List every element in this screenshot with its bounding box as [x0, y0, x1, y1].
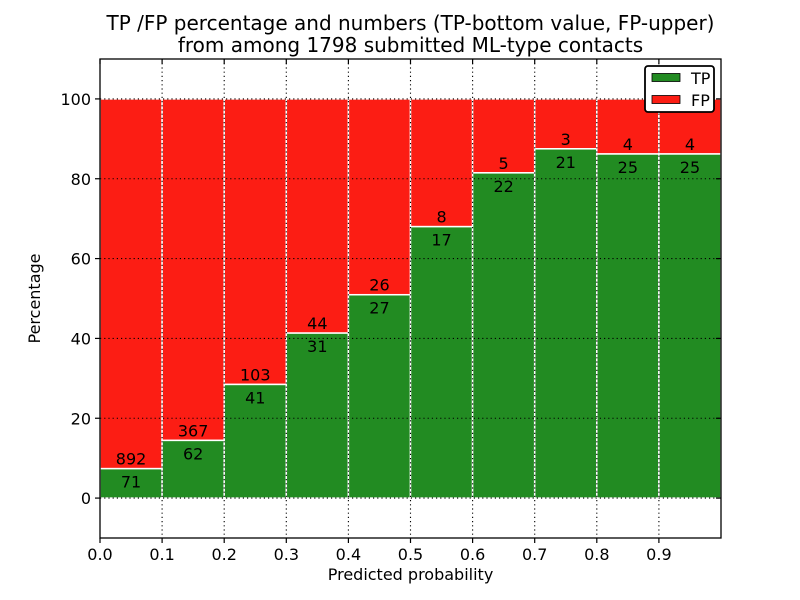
x-tick-label: 0.4: [336, 545, 361, 564]
legend: TP FP: [644, 65, 715, 113]
x-tick-label: 0.8: [584, 545, 609, 564]
fp-bar-segment: [223, 98, 288, 386]
y-tick-label: 100: [60, 90, 91, 109]
tp-count-label: 17: [431, 231, 451, 250]
tp-bar-segment: [471, 172, 536, 499]
tp-count-label: 25: [680, 158, 700, 177]
tp-bar-segment: [347, 293, 412, 499]
fp-count-label: 5: [499, 154, 509, 173]
y-tick-label: 20: [71, 409, 91, 428]
tp-count-label: 22: [493, 177, 513, 196]
fp-bar-segment: [99, 98, 163, 470]
x-tick-label: 0.7: [522, 545, 547, 564]
fp-bar-segment: [533, 98, 598, 150]
x-tick-label: 0.9: [646, 545, 671, 564]
x-tick-labels-group: 0.0 0.1 0.2 0.3 0.4 0.5 0.6 0.7 0.8 0.9: [87, 545, 671, 564]
chart-title-group: TP /FP percentage and numbers (TP-bottom…: [106, 11, 715, 57]
fp-count-label: 4: [685, 135, 695, 154]
tp-count-label: 31: [307, 337, 327, 356]
tp-count-label: 25: [618, 158, 638, 177]
fp-count-label: 3: [561, 130, 571, 149]
x-tick-label: 0.6: [460, 545, 485, 564]
tp-bar-segment: [658, 153, 722, 499]
y-tick-label: 0: [81, 489, 91, 508]
y-tick-label: 60: [71, 250, 91, 269]
tp-bar-segment: [533, 148, 598, 499]
x-tick-label: 0.3: [274, 545, 299, 564]
bar-labels-group: 892 71 367 62 103 41 44 31 26 27 8 17 5 22 3 21 4 25 4 25: [116, 130, 700, 492]
tp-bar-segment: [223, 383, 288, 499]
fp-count-label: 103: [240, 365, 271, 384]
ticks-group: [95, 59, 721, 543]
tp-bar-segment: [596, 153, 660, 499]
tp-bar-segment: [285, 332, 350, 499]
y-tick-label: 40: [71, 329, 91, 348]
fp-count-label: 892: [116, 450, 147, 469]
fp-bar-segment: [285, 98, 350, 334]
x-axis-label: Predicted probability: [328, 565, 494, 584]
fp-count-label: 8: [436, 208, 446, 227]
tp-count-label: 62: [183, 444, 203, 463]
tp-bar-segment: [409, 225, 474, 499]
legend-label-fp: FP: [691, 91, 710, 110]
fp-count-label: 26: [369, 276, 389, 295]
x-tick-label: 0.1: [149, 545, 174, 564]
x-tick-label: 0.2: [211, 545, 236, 564]
x-tick-label: 0.0: [87, 545, 112, 564]
y-axis-label: Percentage: [25, 253, 44, 343]
y-tick-label: 80: [71, 170, 91, 189]
legend-swatch-fp: [651, 95, 681, 104]
tp-count-label: 27: [369, 299, 389, 318]
fp-count-label: 4: [623, 135, 633, 154]
fp-count-label: 367: [178, 421, 209, 440]
fp-bar-segment: [347, 98, 412, 296]
chart-title-line1: TP /FP percentage and numbers (TP-bottom…: [106, 11, 715, 35]
x-tick-label: 0.5: [398, 545, 423, 564]
y-tick-labels-group: 0 20 40 60 80 100: [60, 90, 91, 508]
fp-count-label: 44: [307, 314, 327, 333]
tp-bar-segment: [99, 467, 163, 499]
tp-count-label: 41: [245, 388, 265, 407]
legend-swatch-tp: [651, 73, 681, 82]
fp-bar-segment: [161, 98, 225, 442]
gridlines-group: [100, 59, 721, 538]
legend-label-tp: TP: [690, 69, 711, 88]
tp-count-label: 71: [121, 473, 141, 492]
fp-bar-segment: [471, 98, 536, 174]
chart-title-line2: from among 1798 submitted ML-type contac…: [178, 33, 643, 57]
tp-count-label: 21: [556, 153, 576, 172]
